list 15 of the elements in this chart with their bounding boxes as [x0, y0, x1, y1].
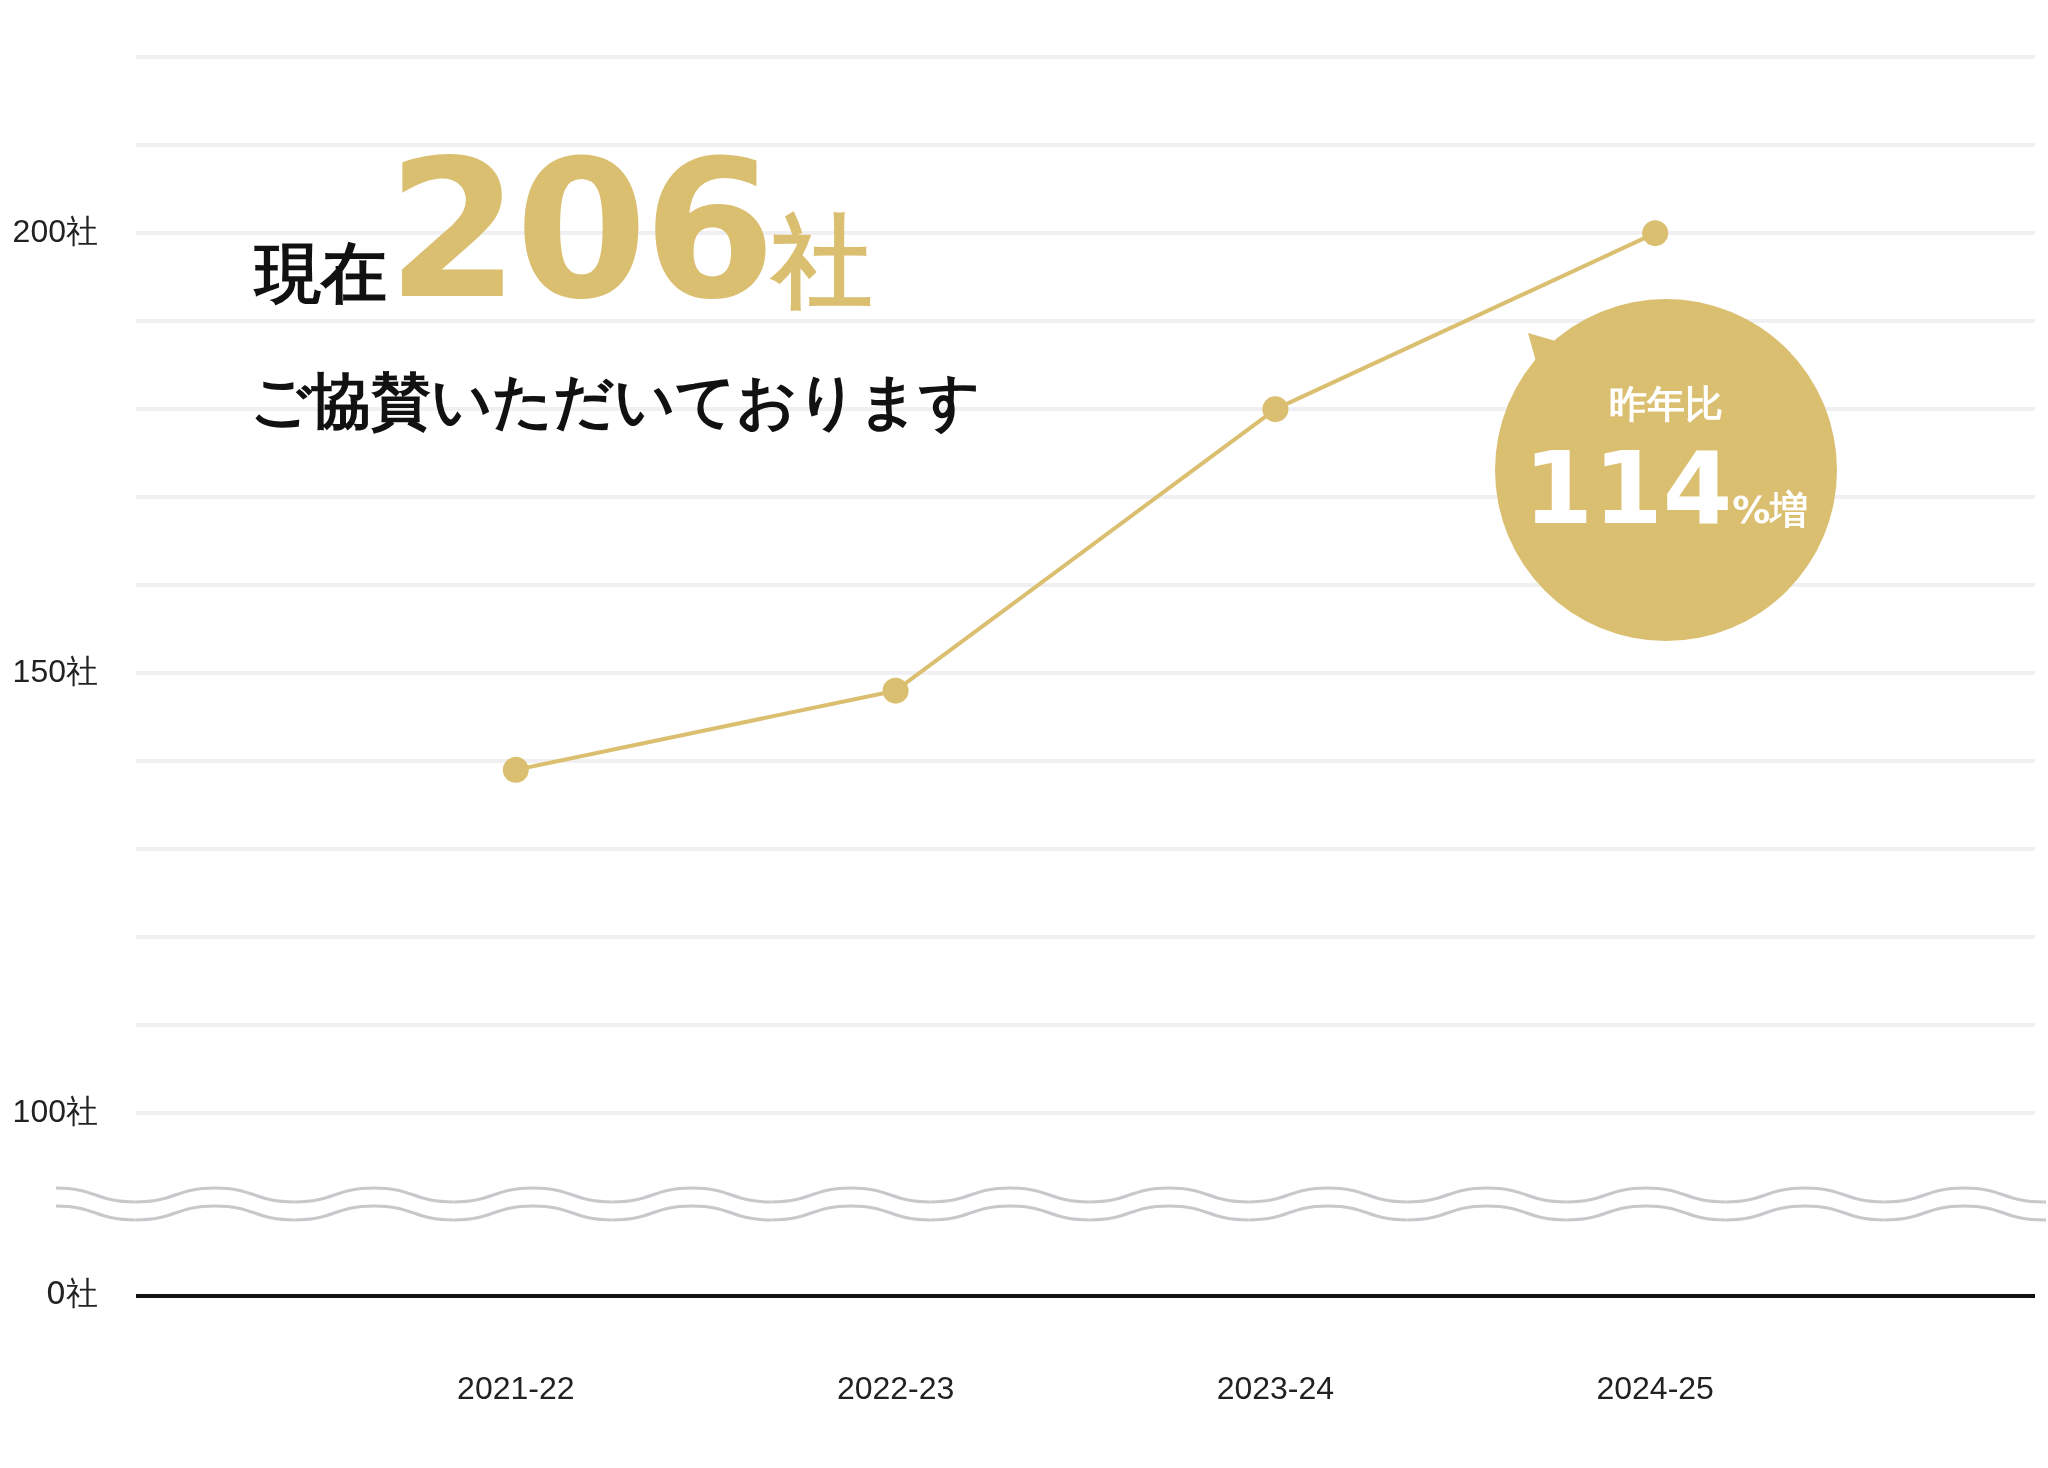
- point: [1642, 220, 1669, 247]
- point: [1262, 396, 1289, 423]
- point: [882, 677, 909, 704]
- x-tick-label: 2023-24: [1216, 1370, 1335, 1407]
- y-tick-label: 200社: [12, 212, 98, 249]
- x-tick-label: 2022-23: [836, 1370, 955, 1407]
- y-tick-label: 100社: [12, 1092, 98, 1129]
- chart-title: 現在206社: [255, 120, 872, 341]
- text: 0社: [45, 1274, 98, 1313]
- annotation: 昨年比 114%増: [1522, 381, 1810, 547]
- point: [502, 756, 529, 783]
- x-tick-label: 2021-22: [457, 1370, 575, 1407]
- y-tick-label: 150社: [12, 652, 98, 689]
- text: ご協賛いただいております: [250, 365, 980, 438]
- x-tick-label: 2024-25: [1596, 1370, 1714, 1407]
